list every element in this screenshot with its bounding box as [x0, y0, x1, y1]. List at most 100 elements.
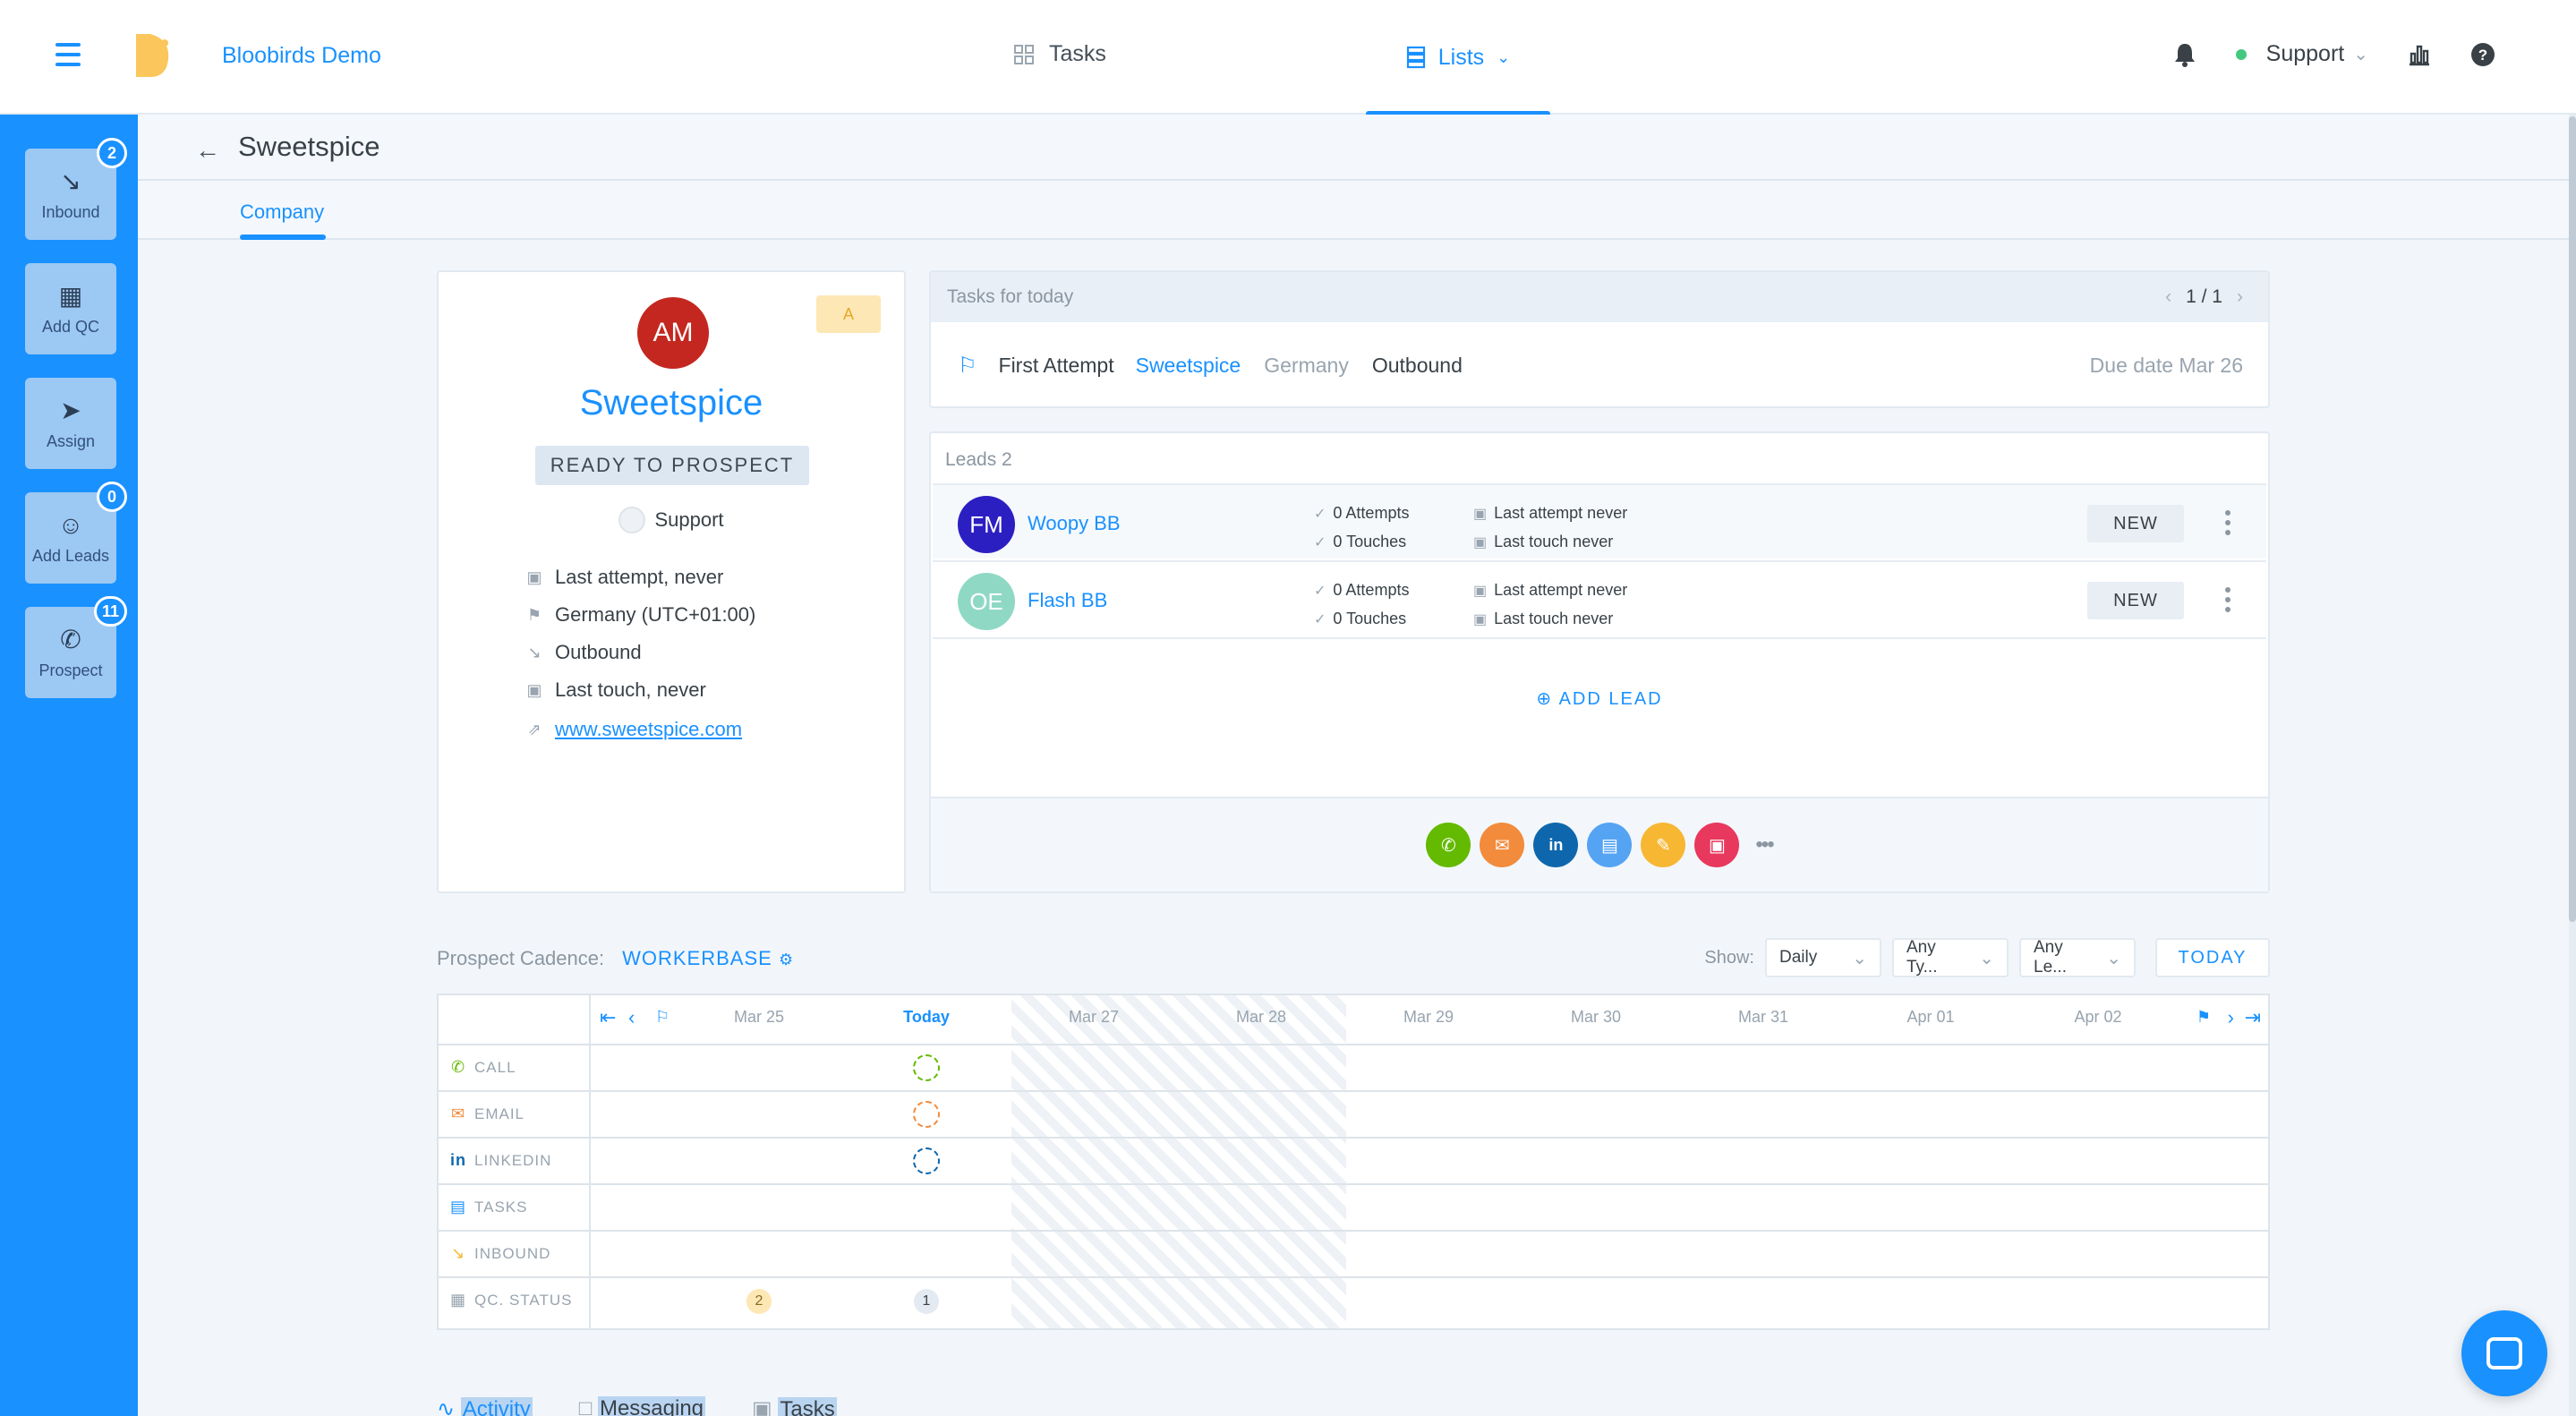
phone-icon: ✆	[60, 626, 81, 653]
row-label-text: EMAIL	[474, 1105, 525, 1122]
scheduled-email-marker[interactable]	[913, 1101, 940, 1128]
last-page-icon[interactable]: ⇥	[2244, 1006, 2261, 1028]
cadence-filters: Show: Daily ⌄ Any Ty... ⌄ Any Le... ⌄ TO…	[1704, 938, 2270, 977]
day-label: Apr 01	[1906, 1008, 1955, 1026]
cadence-label: Prospect Cadence: WORKERBASE ⚙	[437, 947, 794, 970]
attempts-count: 0 Attempts	[1333, 504, 1410, 522]
tab-messaging[interactable]: □ Messaging	[579, 1396, 706, 1416]
qc-count-marker[interactable]: 2	[746, 1289, 772, 1314]
activity-icon: ∿	[437, 1397, 456, 1416]
cadence-row-label: in LINKEDIN	[449, 1151, 551, 1170]
bell-icon[interactable]	[2173, 42, 2196, 67]
company-status-button[interactable]: READY TO PROSPECT	[535, 446, 809, 485]
lead-status-button[interactable]: NEW	[2087, 582, 2184, 619]
more-horizontal-icon[interactable]: •••	[1755, 832, 1774, 857]
arrow-down-right-icon: ↘	[60, 167, 81, 195]
bookmark-icon: ⚑	[526, 605, 542, 624]
page-header: ← Sweetspice Company	[138, 115, 2569, 240]
lead-name-link[interactable]: Woopy BB	[1028, 512, 1121, 534]
menu-icon[interactable]	[55, 43, 81, 66]
nav-lists[interactable]: Lists ⌄	[1366, 0, 1550, 116]
add-lead-button[interactable]: ⊕ ADD LEAD	[931, 687, 2268, 710]
svg-text:?: ?	[2478, 47, 2487, 64]
linkedin-action-button[interactable]: in	[1533, 823, 1579, 867]
lead-name-link[interactable]: Flash BB	[1028, 589, 1108, 611]
task-company-link[interactable]: Sweetspice	[1135, 354, 1241, 377]
day-label: Mar 27	[1068, 1008, 1120, 1026]
first-page-icon[interactable]: ⇤	[600, 1006, 617, 1028]
meeting-action-button[interactable]: ▣	[1694, 823, 1740, 867]
chevron-left-icon[interactable]: ‹	[2165, 286, 2172, 307]
day-label: Mar 31	[1737, 1008, 1789, 1026]
lead-row[interactable]: OE Flash BB ✓ 0 Attempts ✓ 0 Touches ▣ Last…	[933, 560, 2266, 635]
chevron-right-icon[interactable]: ›	[2227, 1006, 2234, 1028]
task-row[interactable]: ⚐ First Attempt Sweetspice Germany Outbo…	[958, 353, 2243, 379]
grid-icon	[1014, 44, 1034, 64]
leads-header: Leads 2	[945, 449, 1012, 470]
arrow-down-right-icon: ↘	[450, 1244, 466, 1262]
chat-launcher-button[interactable]	[2461, 1310, 2547, 1396]
lead-row[interactable]: FM Woopy BB ✓ 0 Attempts ✓ 0 Touches ▣ Last…	[933, 483, 2266, 559]
source-info: ↘ Outbound	[526, 641, 641, 664]
assignee[interactable]: Support	[439, 507, 904, 533]
cadence-label-text: Prospect Cadence:	[437, 947, 605, 969]
user-menu[interactable]: Support ⌄	[2235, 41, 2368, 67]
chevron-left-icon[interactable]: ‹	[628, 1006, 635, 1028]
row-label-text: TASKS	[474, 1198, 528, 1216]
cadence-table: ⇤ ‹ ⚐ Mar 25 Today Mar 27 Mar 28 Mar 29 …	[437, 994, 2270, 1330]
tab-company[interactable]: Company	[240, 200, 327, 240]
company-card: AM A Sweetspice READY TO PROSPECT Suppor…	[437, 270, 906, 893]
row-label-text: QC. STATUS	[474, 1291, 573, 1309]
tab-activity[interactable]: ∿ Activity	[437, 1396, 533, 1416]
today-button[interactable]: TODAY	[2155, 938, 2270, 977]
more-options-icon[interactable]	[2225, 587, 2231, 612]
task-action-button[interactable]: ▤	[1587, 823, 1633, 867]
help-icon[interactable]: ?	[2470, 42, 2495, 67]
scheduled-linkedin-marker[interactable]	[913, 1147, 940, 1174]
row-label-text: LINKEDIN	[474, 1151, 552, 1169]
count-badge: 2	[97, 138, 127, 168]
flag-icon: ⚐	[958, 354, 977, 378]
gear-icon: ⚙	[778, 951, 795, 968]
website-link[interactable]: www.sweetspice.com	[555, 718, 743, 740]
nav-tasks[interactable]: Tasks	[1013, 41, 1106, 67]
period-select[interactable]: Daily ⌄	[1765, 938, 1881, 977]
sidebar-item-prospect[interactable]: ✆ Prospect 11	[25, 596, 127, 698]
assignee-name: Support	[654, 508, 724, 531]
flag-icon[interactable]: ⚐	[655, 1008, 670, 1026]
lead-select[interactable]: Any Le... ⌄	[2019, 938, 2136, 977]
chevron-right-icon[interactable]: ›	[2237, 286, 2243, 307]
more-options-icon[interactable]	[2225, 510, 2231, 535]
scrollbar-thumb[interactable]	[2569, 116, 2576, 922]
qc-count-marker[interactable]: 1	[914, 1289, 939, 1314]
lead-status-button[interactable]: NEW	[2087, 505, 2184, 542]
last-touch-info: ▣ Last touch, never	[526, 678, 705, 702]
workspace-name[interactable]: Bloobirds Demo	[222, 43, 381, 68]
call-action-button[interactable]: ✆	[1426, 823, 1471, 867]
sidebar-item-inbound[interactable]: ↘ Inbound 2	[25, 138, 127, 240]
sidebar-item-add-leads[interactable]: ☺ Add Leads 0	[25, 482, 127, 584]
tab-tasks[interactable]: ▣ Tasks	[752, 1396, 837, 1416]
chevron-down-icon: ⌄	[1497, 47, 1511, 66]
bar-chart-icon[interactable]	[2408, 43, 2431, 66]
last-touch: Last touch never	[1494, 610, 1614, 627]
type-select[interactable]: Any Ty... ⌄	[1892, 938, 2009, 977]
tasks-card: Tasks for today ‹ 1 / 1 › ⚐ First Attemp…	[929, 270, 2270, 408]
email-action-button[interactable]: ✉	[1480, 823, 1525, 867]
sidebar-item-assign[interactable]: ➤ Assign	[25, 378, 116, 469]
online-status-dot	[2235, 48, 2247, 60]
flag-filled-icon[interactable]: ⚑	[2196, 1008, 2211, 1026]
plus-circle-icon: ⊕	[1536, 689, 1554, 709]
chevron-down-icon: ⌄	[2353, 45, 2368, 64]
cadence-row-call: ✆ CALL	[439, 1044, 2268, 1090]
sidebar-item-add-qc[interactable]: ▦ Add QC	[25, 263, 116, 354]
cadence-name-link[interactable]: WORKERBASE ⚙	[622, 947, 794, 970]
arrow-down-right-icon: ↘	[527, 643, 542, 661]
company-name: Sweetspice	[579, 383, 763, 422]
scheduled-call-marker[interactable]	[913, 1054, 940, 1081]
chevron-down-icon: ⌄	[1979, 948, 1994, 968]
linkedin-icon: in	[450, 1151, 466, 1169]
lead-avatar: OE	[958, 573, 1015, 630]
back-arrow-icon[interactable]: ←	[195, 136, 220, 164]
note-action-button[interactable]: ✎	[1641, 823, 1686, 867]
